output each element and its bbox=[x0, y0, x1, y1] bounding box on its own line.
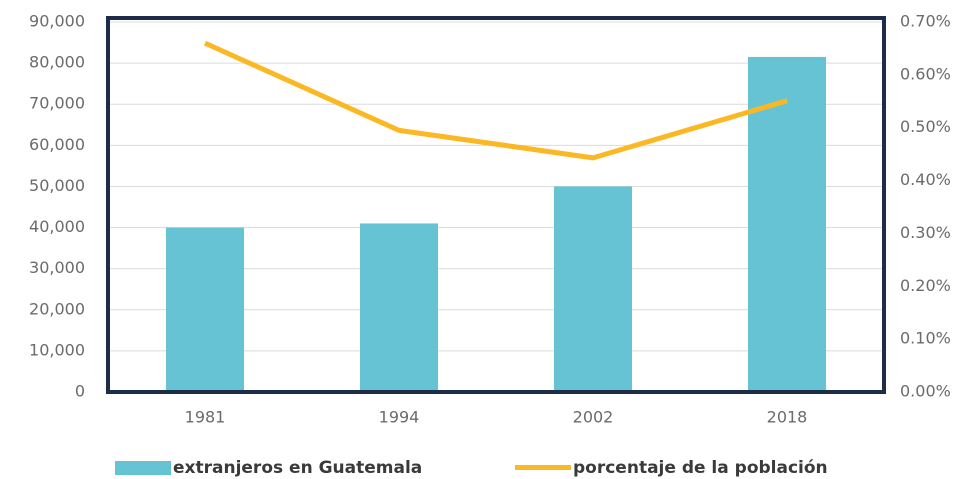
y-tick-label: 40,000 bbox=[29, 217, 85, 236]
legend-swatch bbox=[515, 465, 571, 470]
bar bbox=[360, 223, 438, 392]
y-tick-label: 80,000 bbox=[29, 53, 85, 72]
y2-tick-label: 0.70% bbox=[900, 12, 951, 31]
y2-tick-label: 0.20% bbox=[900, 276, 951, 295]
legend-label: porcentaje de la población bbox=[573, 458, 828, 478]
y2-tick-label: 0.40% bbox=[900, 170, 951, 189]
x-tick-label: 2002 bbox=[573, 408, 614, 427]
y2-tick-label: 0.30% bbox=[900, 223, 951, 242]
y2-tick-label: 0.00% bbox=[900, 382, 951, 401]
y2-tick-label: 0.60% bbox=[900, 64, 951, 83]
y-tick-label: 20,000 bbox=[29, 299, 85, 318]
y2-tick-label: 0.10% bbox=[900, 329, 951, 348]
y-tick-label: 50,000 bbox=[29, 176, 85, 195]
y2-tick-label: 0.50% bbox=[900, 117, 951, 136]
y-tick-label: 30,000 bbox=[29, 258, 85, 277]
y-tick-label: 10,000 bbox=[29, 340, 85, 359]
bar bbox=[166, 227, 244, 392]
y-tick-label: 0 bbox=[75, 382, 85, 401]
y-tick-label: 90,000 bbox=[29, 12, 85, 31]
bar bbox=[554, 186, 632, 392]
x-tick-label: 1981 bbox=[185, 408, 226, 427]
y-tick-label: 70,000 bbox=[29, 94, 85, 113]
y-tick-label: 60,000 bbox=[29, 135, 85, 154]
x-tick-label: 1994 bbox=[379, 408, 420, 427]
plot-frame bbox=[106, 16, 886, 394]
legend-label: extranjeros en Guatemala bbox=[173, 458, 422, 478]
x-tick-label: 2018 bbox=[767, 408, 808, 427]
line bbox=[203, 40, 788, 161]
bar bbox=[748, 56, 826, 392]
legend-swatch bbox=[115, 461, 171, 475]
